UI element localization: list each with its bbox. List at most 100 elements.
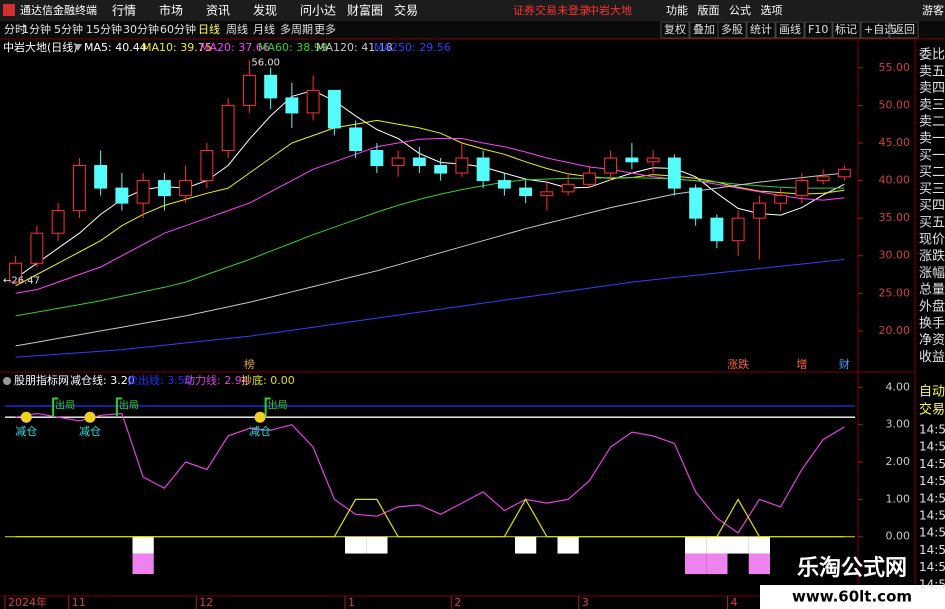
stock-name: 中岩大地 [588,3,632,17]
period-button[interactable]: 30分钟 [123,22,159,36]
candle-body [816,176,830,182]
app-icon [3,4,15,16]
candle-body [625,157,639,163]
candle-body [540,191,554,197]
candle-body [667,157,681,189]
quote-field: 卖五 [919,64,945,79]
quote-field: 涨幅 [919,266,945,281]
tool-button[interactable]: 标记 [835,22,857,36]
tool-button[interactable]: +自选 [864,23,895,36]
tool-button-frame[interactable] [804,21,834,39]
price-annotation: ←26.47 [3,275,40,286]
price-annotation: 56.00 [251,57,280,68]
menu-item[interactable]: 交易 [394,3,418,18]
tool-button-frame[interactable] [831,21,861,39]
candle-body [795,180,809,197]
x-tick-label: 2024年 [8,595,47,609]
y-tick-label: 50.00 [879,98,911,111]
tool-button-frame[interactable] [860,21,890,39]
candle-body [349,127,363,152]
y-tick-label: 55.00 [879,61,911,74]
tool-button[interactable]: 叠加 [693,23,715,36]
y-tick-label: 3.00 [886,418,911,431]
user[interactable]: 游客 [922,3,944,17]
legend-item: 动力线: 2.94 [184,373,249,387]
candle-body [30,232,44,264]
tool-button-frame[interactable] [717,21,747,39]
flag-icon [115,397,122,418]
menu-bar [0,0,945,21]
bar [345,536,367,554]
flag-label: 出局 [268,398,288,411]
legend-item: 减仓线: 3.20 [70,373,135,387]
menu-item[interactable]: 行情 [112,4,136,18]
candle-body [689,187,703,219]
flag-icon [264,397,271,418]
menu-item[interactable]: 问小达 [300,4,336,18]
period-button[interactable]: 周线 [226,22,248,36]
bar [706,553,728,575]
x-tick-label: 4 [731,596,738,609]
y-tick-label: 35.00 [879,211,911,224]
sell-label: 减仓 [79,424,101,438]
tool-button-frame[interactable] [775,21,805,39]
quote-field: 总量 [919,283,945,298]
tool-button-frame[interactable] [660,21,690,39]
period-button[interactable]: 更多 [314,22,336,36]
menu-item[interactable]: 资讯 [206,4,230,18]
event-marker[interactable]: 财 [839,357,850,371]
menu-item[interactable]: 发现 [253,3,277,18]
tool-button[interactable]: 复权 [664,22,686,36]
tool-button-frame[interactable] [746,21,776,39]
time-field: 14:56 [919,440,945,454]
period-button[interactable]: 日线 [198,22,220,36]
time-field: 14:56 [919,509,945,523]
legend-item: 抄底: 0.00 [241,373,295,387]
tool-button[interactable]: 多股 [721,22,743,36]
candle-body [752,202,766,219]
period-button[interactable]: 60分钟 [160,22,196,36]
quote-field: 换手 [919,316,945,331]
period-button[interactable]: 15分钟 [86,22,122,36]
candle-body [370,150,384,167]
sell-label: 减仓 [15,424,37,438]
period-button[interactable]: 月线 [253,22,275,36]
tool-button[interactable]: 返回 [893,23,915,36]
quote-field: 收益 [919,350,945,365]
candle-body [115,187,129,204]
candle-body [179,180,193,197]
ma-line [15,119,845,287]
event-marker[interactable]: 涨跌 [727,357,749,371]
menu-item[interactable]: 版面 [698,3,720,17]
candle-body [731,217,745,242]
period-button[interactable]: 1分钟 [22,22,51,36]
tool-button[interactable]: F10 [808,23,828,36]
menu-item[interactable]: 功能 [666,3,688,17]
quote-field: 买三 [919,182,945,197]
chart-title: 中岩大地(日线) [3,40,78,54]
flag-label: 出局 [55,398,75,411]
candle-body [561,183,575,193]
menu-item[interactable]: 选项 [761,4,783,17]
menu-item[interactable]: 公式 [729,4,751,17]
tool-button[interactable]: 统计 [750,23,772,36]
menu-item[interactable]: 财富圈 [347,3,383,18]
period-button[interactable]: 分时 [4,23,26,36]
bar [727,536,749,554]
menu-item[interactable]: 市场 [159,3,183,18]
period-button[interactable]: 多周期 [280,22,313,36]
period-button[interactable]: 5分钟 [54,22,83,36]
event-marker[interactable]: 增 [796,357,807,371]
tool-button-frame[interactable] [889,21,919,39]
indicator-line [15,412,845,534]
tool-button[interactable]: 画线 [779,22,801,36]
login-status[interactable]: 证券交易未登录 [513,3,590,17]
y-tick-label: 25.00 [879,286,911,299]
legend-item: MA5: 40.44 [84,41,147,54]
event-marker[interactable]: 榜 [244,357,255,371]
legend-item: MA250: 29.56 [374,41,451,54]
quote-field: 卖三 [919,98,945,113]
bar [685,553,707,575]
bar [748,553,770,575]
